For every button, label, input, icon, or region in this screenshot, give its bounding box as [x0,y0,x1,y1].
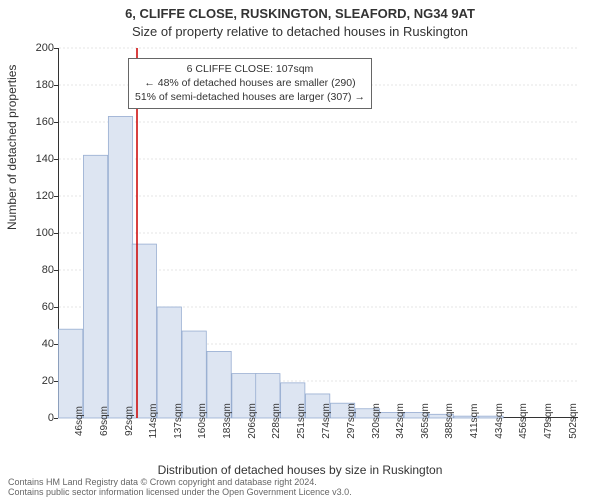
x-tick-label: 411sqm [469,404,480,439]
y-tick-label: 100 [14,227,54,239]
x-tick-label: 434sqm [494,403,505,439]
y-tick-mark [54,307,58,308]
x-tick-label: 114sqm [148,404,159,439]
bar [132,244,156,418]
x-tick-label: 160sqm [197,403,208,439]
y-tick-mark [54,159,58,160]
x-tick-label: 251sqm [296,403,307,439]
annotation-line2: ← 48% of detached houses are smaller (29… [135,76,365,90]
y-tick-label: 160 [14,116,54,128]
y-tick-label: 140 [14,153,54,165]
y-tick-mark [54,233,58,234]
y-tick-label: 180 [14,79,54,91]
x-tick-label: 388sqm [444,403,455,439]
x-tick-label: 320sqm [371,403,382,439]
x-tick-label: 137sqm [173,403,184,439]
y-tick-mark [54,381,58,382]
y-tick-mark [54,344,58,345]
x-tick-label: 274sqm [321,403,332,439]
x-tick-label: 297sqm [346,403,357,439]
x-tick-label: 228sqm [271,403,282,439]
bar [157,307,181,418]
bar [108,116,132,418]
y-tick-label: 120 [14,190,54,202]
x-tick-label: 69sqm [99,406,110,436]
y-tick-label: 60 [14,301,54,313]
bars-group [59,116,504,418]
y-tick-mark [54,85,58,86]
y-tick-label: 80 [14,264,54,276]
annotation-box: 6 CLIFFE CLOSE: 107sqm ← 48% of detached… [128,58,372,109]
y-tick-mark [54,196,58,197]
x-axis-label: Distribution of detached houses by size … [0,463,600,477]
annotation-line1: 6 CLIFFE CLOSE: 107sqm [135,62,365,76]
bar [83,155,107,418]
chart-title-sub: Size of property relative to detached ho… [0,24,600,39]
y-tick-mark [54,418,58,419]
footer-attribution: Contains HM Land Registry data © Crown c… [8,478,352,498]
y-tick-label: 20 [14,375,54,387]
y-tick-mark [54,122,58,123]
x-tick-label: 365sqm [420,403,431,439]
y-tick-mark [54,270,58,271]
y-tick-label: 200 [14,42,54,54]
x-tick-label: 206sqm [247,403,258,439]
x-tick-label: 342sqm [395,403,406,439]
footer-line2: Contains public sector information licen… [8,488,352,498]
x-tick-label: 92sqm [124,406,135,436]
x-tick-label: 183sqm [222,403,233,439]
x-tick-label: 479sqm [543,403,554,439]
y-tick-label: 40 [14,338,54,350]
x-tick-label: 502sqm [568,403,579,439]
x-tick-label: 456sqm [518,403,529,439]
bar [59,329,83,418]
annotation-line3: 51% of semi-detached houses are larger (… [135,90,365,104]
x-tick-label: 46sqm [74,406,85,436]
y-tick-label: 0 [14,412,54,424]
chart-title-main: 6, CLIFFE CLOSE, RUSKINGTON, SLEAFORD, N… [0,6,600,21]
y-tick-mark [54,48,58,49]
